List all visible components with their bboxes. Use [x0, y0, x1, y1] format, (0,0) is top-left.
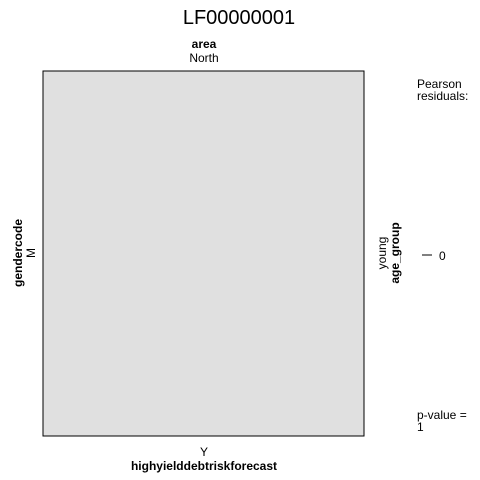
residuals-legend: Pearson residuals: 0 p-value = 1: [417, 77, 468, 434]
bottom-variable-level: Y: [200, 445, 208, 459]
right-variable-name: age_group: [388, 222, 402, 283]
pvalue-line1: p-value =: [417, 408, 467, 422]
legend-title-line2: residuals:: [417, 89, 468, 103]
left-variable-name: gendercode: [11, 219, 25, 287]
right-variable-level: young: [375, 237, 389, 270]
chart-title: LF00000001: [183, 7, 295, 29]
left-variable-level: M: [24, 248, 38, 258]
top-variable-name: area: [192, 37, 217, 51]
legend-title-line1: Pearson: [417, 77, 462, 91]
mosaic-cell: [42, 70, 365, 437]
mosaic-cells: [42, 70, 365, 437]
bottom-variable-name: highyielddebtriskforecast: [131, 459, 277, 473]
pvalue-line2: 1: [417, 420, 424, 434]
top-variable-level: North: [189, 51, 218, 65]
legend-tick-label: 0: [439, 249, 446, 263]
